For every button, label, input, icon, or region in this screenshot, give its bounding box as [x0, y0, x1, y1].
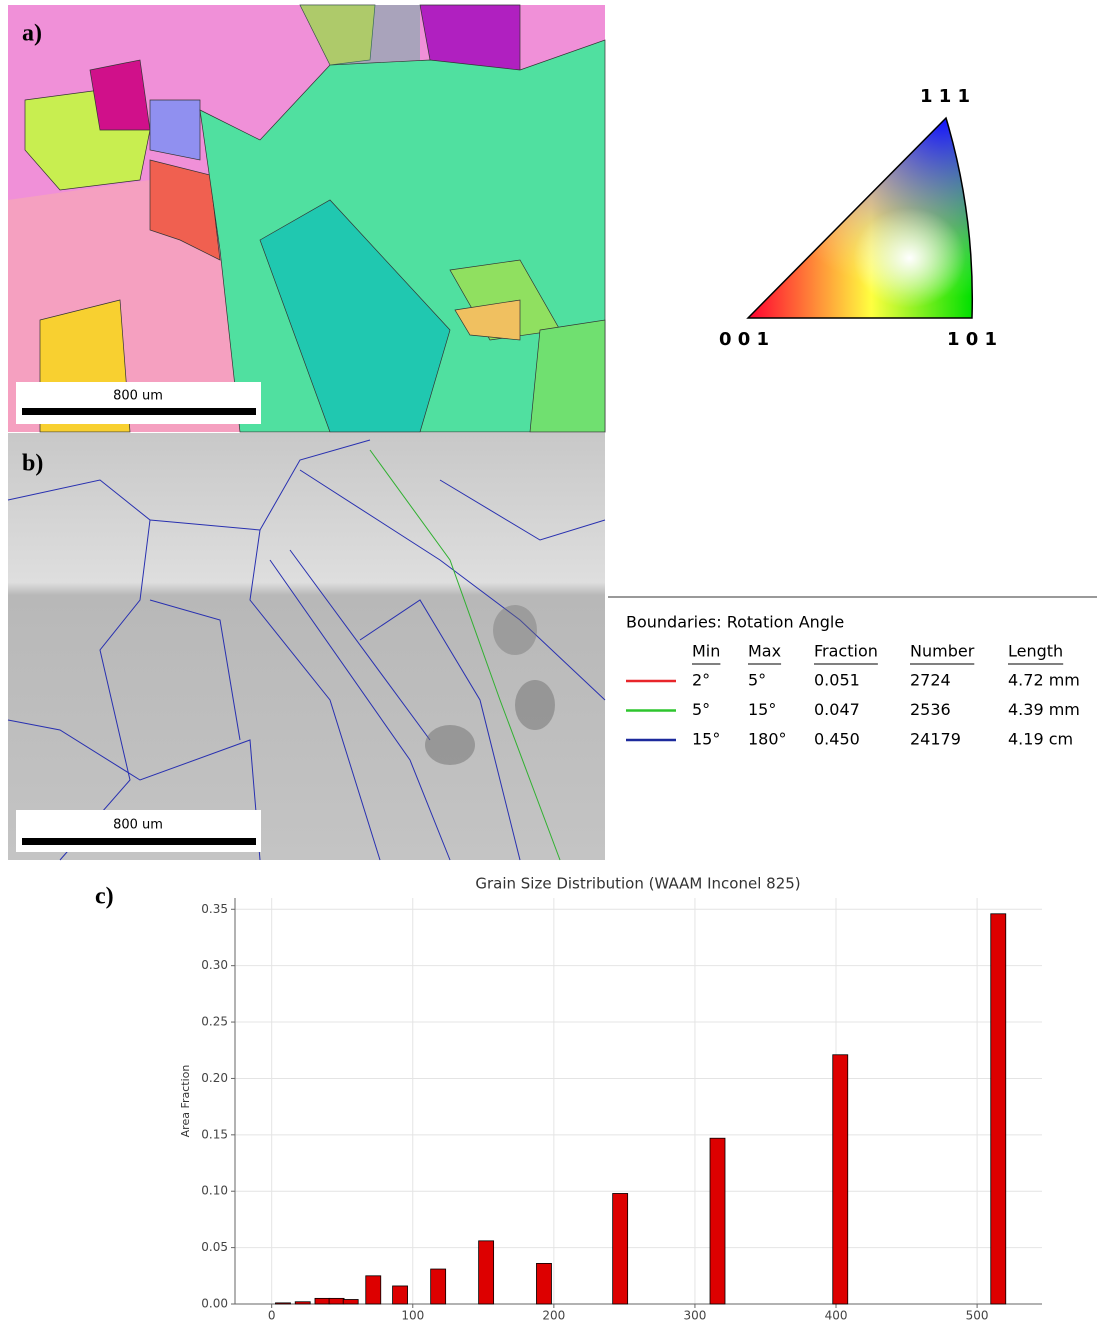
x-tick-label: 100	[401, 1309, 424, 1322]
table-cell: 0.051	[814, 671, 860, 690]
x-tick-label: 400	[825, 1309, 848, 1322]
table-cell: 0.450	[814, 730, 860, 749]
y-axis-label: Area Fraction	[179, 1065, 192, 1138]
ebsd-ipf-map: 800 um a)	[8, 5, 605, 432]
bar	[613, 1193, 628, 1304]
table-cell: 180°	[748, 730, 787, 749]
y-tick-label: 0.20	[201, 1071, 228, 1085]
y-tick-label: 0.35	[201, 902, 228, 916]
bar	[833, 1055, 848, 1304]
table-cell: 0.047	[814, 700, 860, 719]
bar	[479, 1241, 494, 1304]
table-cell: 5°	[692, 700, 710, 719]
ipf-key: 1 1 1 0 0 1 1 0 1	[719, 86, 997, 350]
bar	[991, 914, 1006, 1304]
y-tick-label: 0.15	[201, 1127, 228, 1141]
table-cell: 4.39 mm	[1008, 700, 1080, 719]
ipf-label: 1 1 1	[920, 86, 970, 107]
y-tick-label: 0.00	[201, 1297, 228, 1311]
table-cell: 5°	[748, 671, 766, 690]
boundaries-table: Min Max Fraction Number Length 2° 5° 0.051 2724 4…	[626, 642, 1080, 749]
table-cell: 2536	[910, 700, 951, 719]
figure: 800 um a) 800 um b) 1 1 1 0 0 1	[0, 0, 1097, 1322]
x-tick-label: 500	[966, 1309, 989, 1322]
y-tick-label: 0.10	[201, 1184, 228, 1198]
x-tick-label: 200	[542, 1309, 565, 1322]
ipf-label: 0 0 1	[719, 329, 769, 350]
table-cell: 2724	[910, 671, 951, 690]
table-cell: 24179	[910, 730, 961, 749]
panel-label: b)	[22, 451, 43, 477]
bar	[536, 1263, 551, 1304]
ipf-label: 1 0 1	[947, 329, 997, 350]
bar	[343, 1299, 358, 1304]
bar	[329, 1298, 344, 1304]
x-tick-label: 0	[268, 1309, 276, 1322]
figure-canvas: 800 um a) 800 um b) 1 1 1 0 0 1	[0, 0, 1097, 1322]
column-header: Fraction	[814, 642, 878, 661]
table-cell: 4.19 cm	[1008, 730, 1073, 749]
column-header: Max	[748, 642, 781, 661]
bar	[315, 1298, 330, 1304]
column-header: Min	[692, 642, 720, 661]
bar	[431, 1269, 446, 1304]
table-cell: 4.72 mm	[1008, 671, 1080, 690]
bar	[710, 1138, 725, 1304]
column-header: Length	[1008, 642, 1063, 661]
panel-label: c)	[95, 884, 114, 910]
table-cell: 15°	[692, 730, 720, 749]
ebsd-boundary-map: 800 um b)	[8, 433, 605, 860]
bar	[393, 1286, 408, 1304]
bar	[366, 1276, 381, 1304]
table-cell: 15°	[748, 700, 776, 719]
panel-label: a)	[22, 21, 42, 47]
y-tick-label: 0.25	[201, 1015, 228, 1029]
chart-title: Grain Size Distribution (WAAM Inconel 82…	[475, 875, 800, 893]
x-tick-label: 300	[683, 1309, 706, 1322]
table-title: Boundaries: Rotation Angle	[626, 613, 844, 632]
column-header: Number	[910, 642, 975, 661]
bar	[275, 1303, 290, 1304]
bar	[295, 1302, 310, 1304]
scale-bar-label: 800 um	[113, 389, 163, 404]
chart: 0.00 0.05 0.10 0.15 0.20 0.25 0.30 0.35 0 100 200 3…	[201, 898, 1042, 1322]
y-tick-label: 0.05	[201, 1240, 228, 1254]
y-tick-label: 0.30	[201, 958, 228, 972]
table-cell: 2°	[692, 671, 710, 690]
scale-bar-label: 800 um	[113, 818, 163, 833]
